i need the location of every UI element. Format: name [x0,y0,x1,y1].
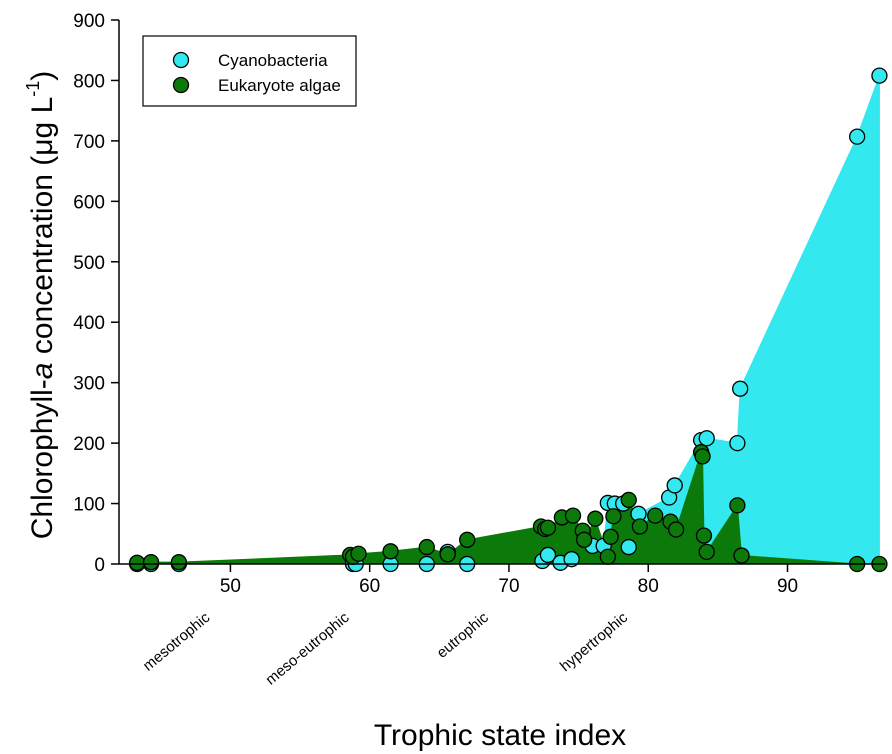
data-point-series-0 [848,128,866,145]
y-axis-title-close: ) [26,71,59,81]
data-point-series-1 [647,507,664,524]
legend-label-cyanobacteria: Cyanobacteria [218,51,328,70]
y-ticks: 0 100 200 300 400 500 600 700 800 900 [73,11,119,576]
category-label: mesotrophic [140,609,214,675]
data-point-series-1 [733,547,750,564]
x-ticks: 50 60 70 80 90 [220,564,798,597]
area-fills [136,75,880,565]
legend: Cyanobacteria Eukaryote algae [142,35,357,107]
y-tick-label: 400 [73,313,105,334]
data-point-series-1 [418,538,435,556]
data-point-series-1 [142,554,160,571]
legend-marker-eukaryote-algae [172,76,190,94]
data-point-series-1 [631,518,649,535]
x-tick-label: 70 [498,576,519,597]
data-point-series-1 [587,510,604,527]
x-tick-label: 80 [638,576,659,597]
legend-label-eukaryote-algae: Eukaryote algae [218,76,341,95]
x-tick-label: 50 [220,576,241,597]
data-point-series-1 [128,554,146,571]
data-point-series-1 [539,519,557,536]
y-tick-label: 100 [73,495,105,516]
y-axis-title: Chlorophyll-a concentration (μg L-1) [23,71,59,540]
y-tick-label: 200 [73,434,105,455]
y-tick-label: 300 [73,374,105,395]
data-point-series-1 [620,491,637,509]
data-point-series-0 [666,477,683,494]
y-tick-label: 900 [73,11,105,32]
data-point-series-1 [576,531,593,548]
data-point-series-0 [729,434,746,452]
x-tick-label: 60 [359,576,380,597]
data-point-series-0 [732,380,749,397]
data-point-series-1 [667,521,685,538]
category-label: hypertrophic [557,609,632,675]
y-axis-title-suffix: concentration (μg L [26,97,59,363]
data-point-series-0 [563,551,580,568]
data-point-series-1 [382,543,399,560]
data-point-series-0 [539,546,557,564]
area-fill-series-0 [137,75,880,565]
y-axis-title-superscript: -1 [23,81,43,97]
data-point-series-1 [698,543,715,561]
data-point-series-1 [459,531,476,548]
data-point-series-1 [695,527,713,544]
data-point-series-1 [605,508,622,525]
y-tick-label: 700 [73,132,105,153]
y-tick-label: 800 [73,71,105,92]
data-points [128,67,888,573]
data-point-series-0 [871,67,888,84]
data-point-series-1 [350,545,367,562]
x-axis-title: Trophic state index [374,719,626,752]
x-tick-label: 90 [777,576,798,597]
y-tick-label: 600 [73,192,105,213]
data-point-series-1 [564,507,582,524]
category-label: eutrophic [434,609,493,662]
data-point-series-0 [698,430,715,447]
category-labels: mesotrophic meso-eutrophic eutrophic hypert… [140,609,632,689]
data-point-series-1 [694,448,711,465]
category-label: meso-eutrophic [262,609,353,689]
data-point-series-0 [620,538,637,556]
data-point-series-1 [170,554,188,571]
y-tick-label: 0 [94,555,105,576]
legend-marker-cyanobacteria [172,51,190,69]
y-axis-title-prefix: Chlorophyll- [26,379,59,539]
y-axis-title-italic: a [26,363,59,380]
data-point-series-1 [729,497,746,514]
data-point-series-1 [439,546,456,563]
data-point-series-1 [602,528,619,545]
legend-box [142,35,357,107]
y-tick-label: 500 [73,253,105,274]
axes [118,20,885,565]
data-point-series-1 [599,548,616,565]
